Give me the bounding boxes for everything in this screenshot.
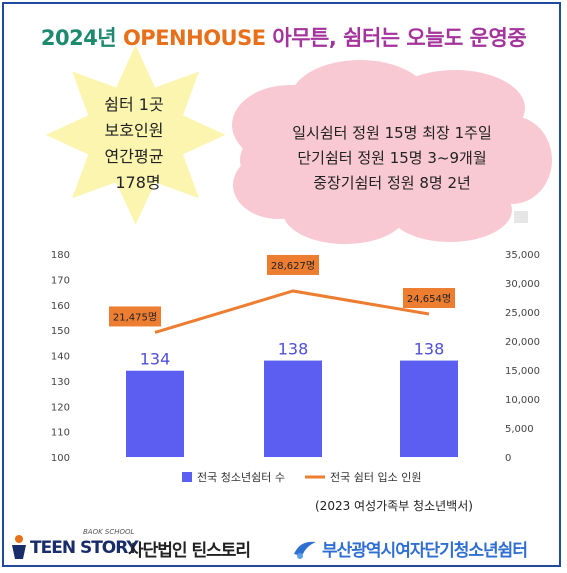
line-label-box [109,306,161,327]
bar [400,360,458,457]
bar [126,370,184,457]
bar-data-labels: 134 138 138 [140,340,445,369]
title-rest: 아무튼, 쉼터는 오늘도 운영중 [272,26,527,50]
bar-data-label: 138 [414,340,445,359]
line-path [154,289,430,334]
title-year: 2024년 [40,26,117,50]
left-axis-tick: 170 [51,275,70,286]
line-label-box [403,288,455,309]
title-openhouse: OPENHOUSE [122,26,266,50]
right-axis-tick: 30,000 [505,279,540,290]
brand-small-text: BAOK SCHOOL [83,528,135,536]
bar-series [126,360,458,457]
legend-label-line: 전국 쉼터 입소 인원 [330,471,421,484]
star-shape [45,45,226,225]
teenstory-logo: BAOK SCHOOL TEEN STORY 사단법인 틴스토리 [10,528,270,564]
right-axis-tick: 0 [505,453,511,464]
right-axis-tick: 25,000 [505,308,540,319]
left-axis-tick: 140 [51,352,70,363]
right-axis-ticks: 35,000 30,000 25,000 20,000 15,000 10,000 5,00… [505,250,540,464]
right-axis-tick: 35,000 [505,250,540,261]
star-line-3: 연간평균 [105,147,164,166]
source-caption: (2023 여성가족부 청소년백서) [315,499,473,513]
legend-swatch-bar [182,472,192,482]
right-axis-tick: 15,000 [505,366,540,377]
left-axis-tick: 110 [51,428,70,439]
star-line-2: 보호인원 [105,121,164,140]
left-axis-tick: 180 [51,250,70,261]
left-axis-tick: 100 [51,453,70,464]
shelter-name: 부산광역시여자단기청소년쉼터 [322,541,528,561]
line-data-label: 21,475명 [113,311,157,323]
shelter-logo: 부산광역시여자단기청소년쉼터 [292,530,562,564]
line-data-label: 28,627명 [271,260,315,272]
left-axis-tick: 130 [51,377,70,388]
cloud-line-2: 단기쉼터 정원 15명 3~9개월 [297,149,486,167]
star-line-4: 178명 [115,173,160,192]
right-axis-tick: 10,000 [505,395,540,406]
brand-teen-story: TEEN STORY [30,538,139,558]
left-axis-tick: 120 [51,402,70,413]
bar [264,360,322,457]
cloud-shape [232,60,552,244]
line-label-box [267,254,319,275]
line-data-labels: 21,475명 28,627명 24,654명 [109,254,455,327]
legend-fragment [514,211,528,223]
right-axis-tick: 20,000 [505,337,540,348]
brand-organization: 사단법인 틴스토리 [128,541,251,561]
left-axis-ticks: 180 170 160 150 140 130 120 110 100 [51,250,70,464]
cloud-line-1: 일시쉼터 정원 15명 최장 1주일 [292,124,492,142]
poster-title: 2024년 OPENHOUSE 아무튼, 쉼터는 오늘도 운영중 [0,22,567,52]
left-axis-tick: 160 [51,301,70,312]
legend-label-bar: 전국 청소년쉼터 수 [197,471,285,484]
bar-data-label: 138 [278,340,309,359]
shelter-mark-icon [294,541,316,559]
cloud-line-3: 중장기쉼터 정원 8명 2년 [313,174,471,192]
line-data-label: 24,654명 [407,293,451,305]
bar-data-label: 134 [140,350,171,369]
right-axis-tick: 5,000 [505,424,534,435]
teenstory-mark-icon [12,535,26,559]
star-line-1: 쉼터 1곳 [104,95,163,114]
left-axis-tick: 150 [51,326,70,337]
line-series [154,289,430,334]
